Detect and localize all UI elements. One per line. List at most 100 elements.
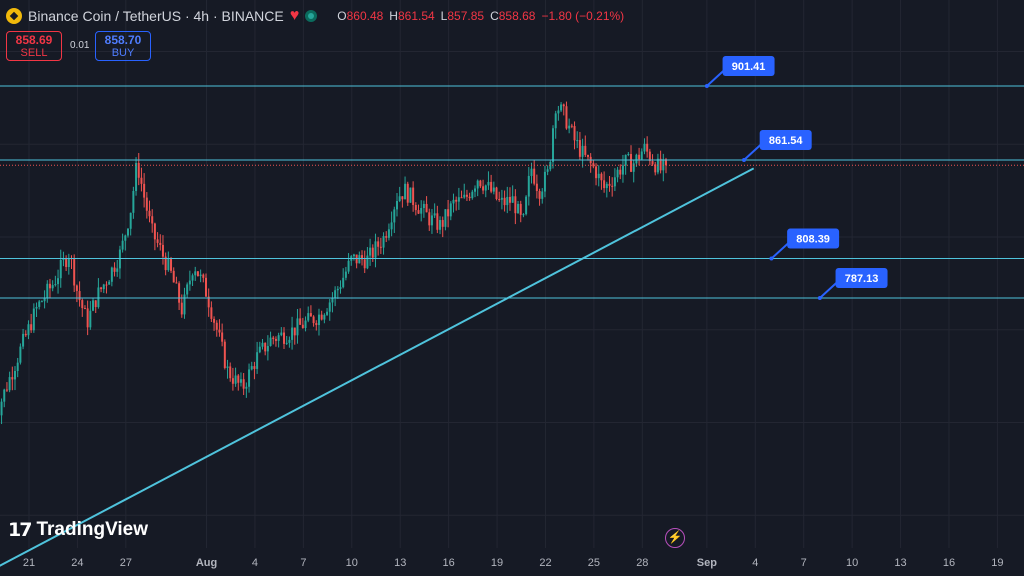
candle-body [519, 203, 522, 215]
candle-body [546, 169, 549, 172]
candle-body [277, 335, 280, 341]
candle-body [347, 260, 350, 272]
candle-body [630, 154, 633, 172]
candle-body [635, 154, 638, 164]
candle-body [533, 168, 536, 184]
candle-body [94, 300, 97, 308]
candle-body [543, 171, 546, 192]
market-status-icon [305, 10, 318, 22]
symbol-header[interactable]: Binance Coin / TetherUS · 4h · BINANCE ♥… [6, 6, 624, 26]
candle-body [490, 181, 493, 192]
buy-button[interactable]: 858.70 BUY [95, 31, 151, 61]
candle-body [11, 377, 14, 380]
heart-icon[interactable]: ♥ [289, 7, 300, 24]
candle-body [140, 177, 143, 184]
time-axis-tick-label: Sep [697, 557, 717, 569]
candle-body [382, 236, 385, 248]
candle-body [522, 214, 525, 216]
candle-body [266, 346, 269, 352]
candle-body [390, 222, 393, 230]
candle-body [457, 197, 460, 202]
candle-body [54, 284, 57, 286]
candle-body [616, 169, 619, 178]
level-label-text: 787.13 [845, 273, 879, 285]
candle-body [646, 143, 649, 152]
symbol-title[interactable]: Binance Coin / TetherUS · 4h · BINANCE [28, 8, 284, 24]
candle-body [116, 268, 119, 272]
candle-body [161, 244, 164, 257]
candle-body [465, 194, 468, 197]
trendline [0, 167, 755, 567]
sell-button[interactable]: 858.69 SELL [6, 31, 62, 61]
candle-body [301, 324, 304, 329]
candle-body [460, 197, 463, 199]
lightning-icon[interactable]: ⚡ [665, 528, 685, 548]
candle-body [492, 187, 495, 192]
candle-body [600, 173, 603, 181]
candle-body [320, 314, 323, 320]
candle-body [500, 197, 503, 200]
time-axis-tick-label: 10 [346, 557, 358, 569]
candle-body [83, 308, 86, 310]
candle-body [256, 352, 259, 369]
candle-body [474, 188, 477, 192]
candle-body [428, 212, 431, 226]
candle-body [377, 241, 380, 247]
candle-body [479, 180, 482, 187]
candle-body [113, 267, 116, 272]
time-axis-tick-label: 21 [23, 557, 35, 569]
candle-body [317, 314, 320, 326]
candle-body [323, 314, 326, 320]
candle-body [186, 284, 189, 295]
candle-body [229, 366, 232, 379]
level-label-anchor [769, 256, 774, 261]
candle-body [100, 287, 103, 290]
candle-body [525, 196, 528, 215]
ohlc-close: C858.68 [490, 9, 536, 23]
candle-body [264, 342, 267, 352]
candle-body [476, 180, 479, 189]
candle-body [592, 163, 595, 167]
level-label-box [835, 268, 888, 288]
candle-body [613, 177, 616, 187]
candle-body [207, 296, 210, 308]
candle-body [409, 187, 412, 203]
candle-body [32, 308, 35, 331]
candle-body [393, 209, 396, 223]
candle-body [199, 274, 202, 277]
candle-body [213, 318, 216, 323]
time-axis: 21 24 27 Aug 4 7 10 13 16 19 22 25 28 Sep 4 7 10 13 16 19 [23, 557, 1004, 569]
candle-body [218, 329, 221, 333]
tradingview-logo[interactable]: 17 TradingView [8, 519, 148, 541]
candle-body [27, 324, 30, 336]
candle-body [132, 190, 135, 213]
candle-body [30, 324, 33, 331]
candle-body [363, 259, 366, 269]
candle-body [608, 183, 611, 186]
candle-body [8, 377, 11, 391]
time-axis-tick-label: 4 [252, 557, 258, 569]
time-axis-tick-label: 28 [636, 557, 648, 569]
tradingview-logo-icon: 17 [8, 519, 32, 541]
candle-body [336, 288, 339, 291]
candle-body [242, 379, 245, 389]
candle-body [621, 165, 624, 175]
candle-body [436, 213, 439, 230]
candle-body [552, 128, 555, 162]
candle-body [250, 366, 253, 370]
candle-body [449, 203, 452, 217]
candle-body [664, 159, 667, 166]
candle-body [455, 199, 458, 202]
candle-body [245, 386, 248, 389]
level-label-box [722, 56, 775, 76]
candle-body [143, 183, 146, 198]
time-axis-tick-label: 7 [801, 557, 807, 569]
candle-body [288, 339, 291, 343]
candle-body [5, 389, 8, 391]
sell-price: 858.69 [15, 33, 53, 47]
candle-body [205, 277, 208, 297]
ohlc-open: O860.48 [337, 9, 384, 23]
candle-body [433, 213, 436, 216]
candle-body [581, 145, 584, 157]
